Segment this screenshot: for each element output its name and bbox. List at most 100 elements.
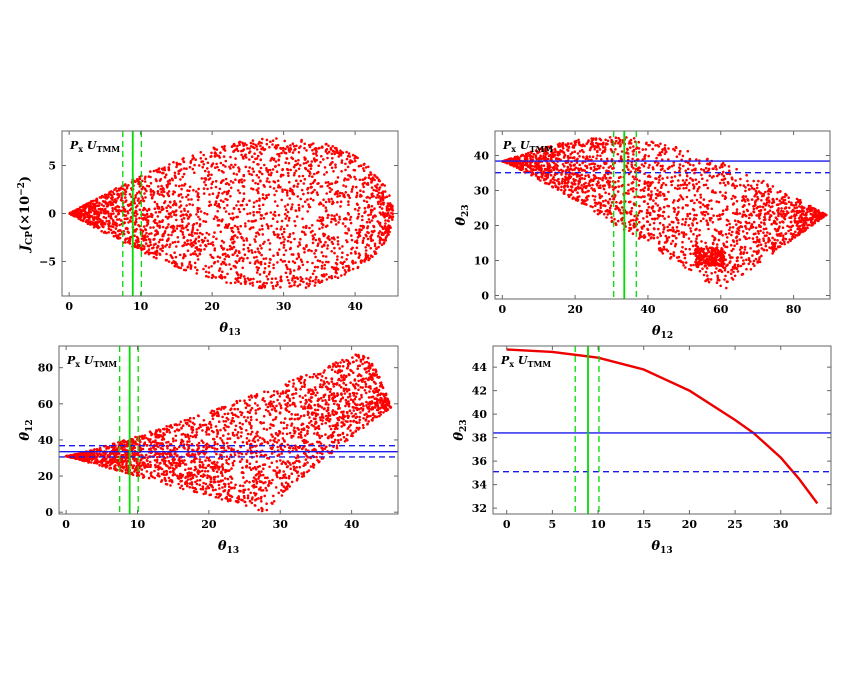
scatter-point [649,237,653,240]
scatter-point [573,150,577,153]
scatter-point [331,160,334,164]
scatter-point [290,156,293,159]
scatter-point [362,224,365,228]
scatter-point [293,148,296,152]
scatter-point [600,142,603,146]
scatter-point [267,227,270,230]
scatter-point [664,234,668,238]
scatter-point [272,180,276,183]
scatter-point [193,261,197,265]
scatter-point [193,163,196,167]
scatter-point [127,221,130,224]
scatter-point [236,225,239,229]
scatter-point [273,193,276,197]
scatter-point [198,223,202,226]
scatter-point [173,213,176,217]
scatter-point [279,285,282,289]
scatter-point [802,222,805,225]
scatter-point [652,221,656,225]
scatter-point [595,157,598,160]
scatter-point [673,186,677,190]
scatter-point [347,203,350,206]
scatter-point [575,186,578,190]
scatter-point [186,210,190,213]
scatter-point [320,154,323,158]
scatter-point [283,238,286,241]
scatter-point [248,147,251,150]
scatter-point [308,174,311,178]
scatter-point [700,240,703,243]
scatter-point [325,260,328,264]
scatter-point [613,142,617,145]
scatter-point [583,177,586,180]
scatter-point [308,280,312,283]
scatter-point [191,226,195,230]
scatter-point [664,183,668,187]
scatter-point [186,249,190,252]
scatter-points [501,136,828,290]
scatter-point [255,255,258,259]
scatter-point [673,210,676,213]
scatter-point [755,183,759,187]
scatter-point [280,198,284,202]
scatter-point [149,181,153,185]
scatter-point [326,224,329,227]
scatter-point [165,252,168,256]
scatter-point [160,184,163,188]
scatter-point [256,268,260,272]
scatter-point [182,236,185,240]
scatter-point [129,220,133,223]
scatter-point [688,212,692,216]
scatter-point [124,190,128,193]
scatter-point [379,203,383,206]
scatter-point [156,224,159,228]
scatter-point [72,210,76,213]
scatter-point [540,164,543,167]
scatter-point [560,185,563,189]
scatter-point [69,211,72,215]
scatter-point [610,138,613,142]
scatter-point [719,284,722,288]
scatter-point [366,226,369,230]
scatter-point [154,211,158,214]
scatter-point [569,152,572,156]
scatter-point [183,241,187,244]
scatter-point [95,204,99,208]
scatter-point [732,211,735,215]
scatter-point [261,227,264,231]
scatter-point [202,187,206,190]
scatter-point [231,181,235,184]
scatter-point [322,244,326,247]
scatter-point [246,246,250,250]
scatter-point [136,237,140,240]
scatter-point [288,180,291,184]
scatter-point [262,257,266,261]
scatter-point [653,186,657,190]
scatter-point [760,254,763,258]
scatter-point [275,137,278,140]
scatter-point [784,206,788,209]
scatter-point [302,231,306,234]
scatter-point [258,204,261,207]
scatter-point [170,215,173,218]
scatter-point [113,198,117,201]
scatter-point [219,151,222,154]
scatter-point [237,280,240,284]
scatter-point [164,215,168,219]
scatter-point [772,200,776,204]
scatter-point [364,254,368,258]
scatter-point [749,247,752,250]
scatter-point [606,208,609,212]
scatter-point [198,231,202,235]
scatter-point [778,199,782,202]
scatter-point [764,218,767,221]
scatter-point [150,251,154,255]
scatter-point [109,215,113,218]
scatter-point [135,217,138,221]
scatter-point [576,197,579,200]
scatter-point [160,190,163,194]
scatter-point [265,142,269,146]
scatter-point [706,212,710,216]
scatter-point [226,248,229,251]
scatter-point [276,220,279,223]
